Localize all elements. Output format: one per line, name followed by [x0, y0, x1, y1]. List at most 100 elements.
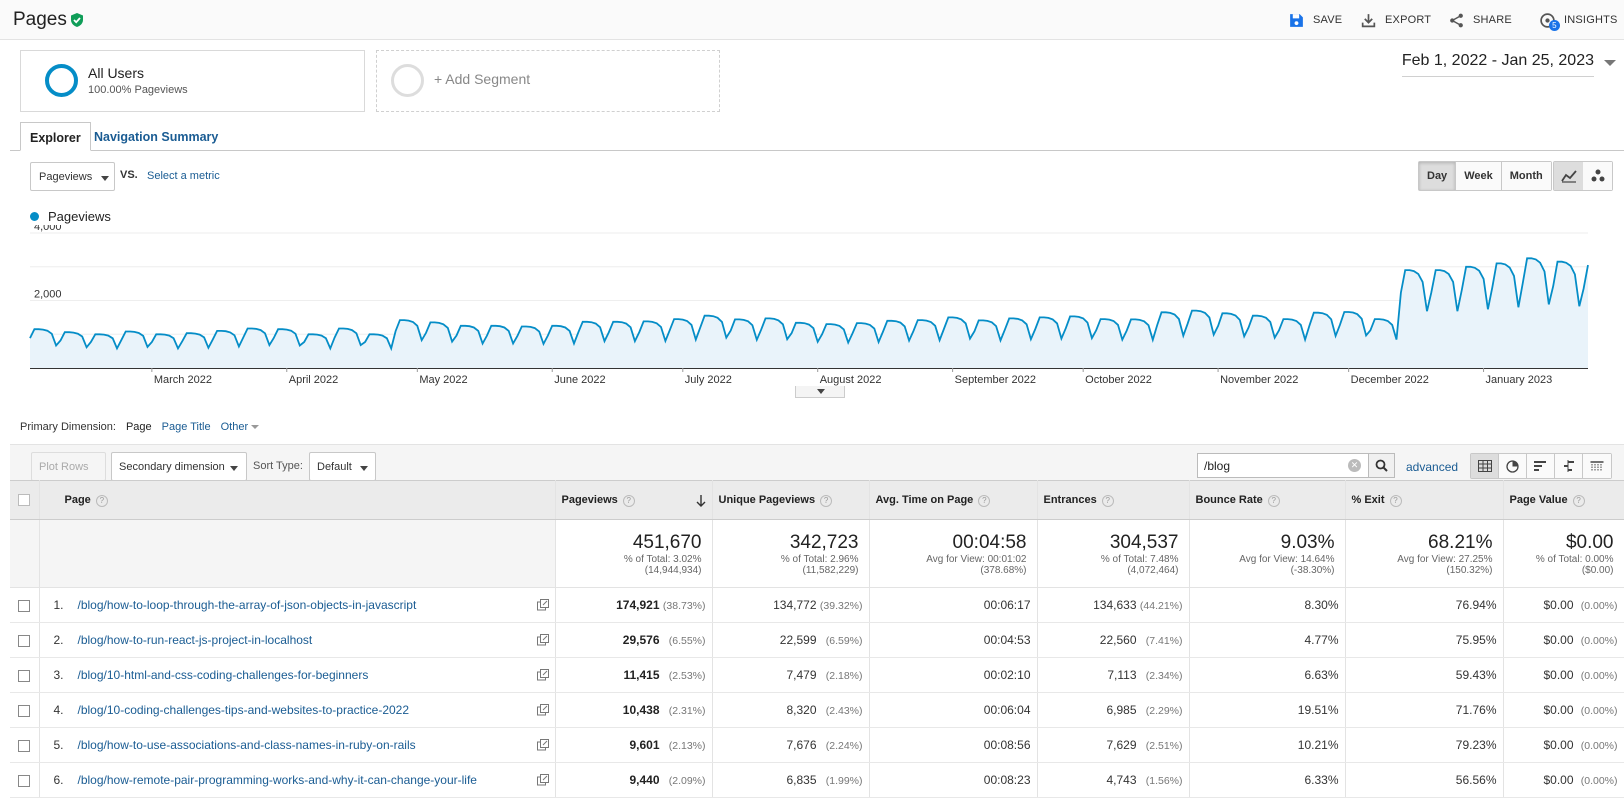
- period-day-button[interactable]: Day: [1419, 162, 1457, 190]
- data-table: Page? Pageviews? Unique Pageviews? Avg. …: [10, 480, 1624, 798]
- view-pie-button[interactable]: [1499, 454, 1527, 478]
- col-exit[interactable]: % Exit?: [1345, 480, 1504, 520]
- exit-cell: 56.56%: [1345, 762, 1504, 798]
- col-avg-time[interactable]: Avg. Time on Page?: [869, 480, 1038, 520]
- row-checkbox-cell[interactable]: [10, 657, 40, 693]
- page-link[interactable]: /blog/how-remote-pair-programming-works-…: [77, 773, 477, 787]
- pageviews-series-line[interactable]: [29, 257, 1589, 352]
- entrances-value: 22,560: [1099, 633, 1137, 647]
- help-icon[interactable]: ?: [820, 494, 833, 507]
- view-pivot-button[interactable]: [1583, 454, 1611, 478]
- row-checkbox[interactable]: [18, 599, 31, 612]
- help-icon[interactable]: ?: [622, 494, 635, 507]
- col-page-value[interactable]: Page Value?: [1503, 480, 1624, 520]
- segment-all-users[interactable]: All Users 100.00% Pageviews: [20, 50, 365, 112]
- period-week-button[interactable]: Week: [1456, 162, 1502, 190]
- page-link[interactable]: /blog/how-to-use-associations-and-class-…: [77, 738, 416, 752]
- open-in-new-icon[interactable]: [536, 669, 549, 681]
- add-segment-button[interactable]: + Add Segment: [376, 50, 720, 112]
- row-checkbox[interactable]: [18, 774, 31, 787]
- select-all-checkbox[interactable]: [18, 494, 31, 507]
- value-cell: $0.00 (0.00%): [1503, 657, 1624, 693]
- page-link[interactable]: /blog/how-to-run-react-js-project-in-loc…: [77, 633, 313, 647]
- col-unique-pageviews[interactable]: Unique Pageviews?: [712, 480, 870, 520]
- help-icon[interactable]: ?: [1267, 494, 1280, 507]
- open-in-new-icon[interactable]: [536, 704, 549, 716]
- value-amount: $0.00: [1543, 668, 1574, 682]
- value-amount: $0.00: [1543, 598, 1574, 612]
- chevron-down-icon[interactable]: [1604, 60, 1616, 66]
- chevron-down-icon: [817, 389, 825, 394]
- col-page[interactable]: Page?: [39, 480, 556, 520]
- entrances-cell: 7,113 (2.34%): [1037, 657, 1190, 693]
- pageviews-cell: 174,921 (38.73%): [555, 587, 713, 623]
- help-icon[interactable]: ?: [978, 494, 991, 507]
- row-checkbox-cell[interactable]: [10, 622, 40, 658]
- row-index: 1.: [53, 598, 64, 612]
- row-checkbox-cell[interactable]: [10, 692, 40, 728]
- export-label: EXPORT: [1385, 14, 1432, 26]
- chart-collapse-handle[interactable]: [795, 386, 845, 398]
- insights-button[interactable]: 5 INSIGHTS: [1539, 12, 1618, 31]
- sort-type-dropdown[interactable]: Default: [309, 452, 376, 481]
- select-all-cell[interactable]: [10, 480, 40, 520]
- period-month-button[interactable]: Month: [1501, 162, 1551, 190]
- pageviews-line-chart[interactable]: 4,000 2,000 March 2022 April 2022 May 2022 Ju…: [0, 225, 1624, 395]
- table-row[interactable]: 3. /blog/10-html-and-css-coding-challenge…: [10, 657, 1624, 693]
- row-checkbox[interactable]: [18, 669, 31, 682]
- help-icon[interactable]: ?: [1101, 494, 1114, 507]
- row-checkbox[interactable]: [18, 634, 31, 647]
- secondary-dimension-dropdown[interactable]: Secondary dimension: [111, 452, 247, 481]
- table-row[interactable]: 2. /blog/how-to-run-react-js-project-in-l…: [10, 622, 1624, 658]
- row-checkbox-cell[interactable]: [10, 762, 40, 798]
- tab-navigation-summary[interactable]: Navigation Summary: [94, 130, 219, 144]
- help-icon[interactable]: ?: [1389, 494, 1402, 507]
- share-button[interactable]: SHARE: [1448, 12, 1512, 28]
- open-in-new-icon[interactable]: [536, 774, 549, 786]
- view-comparison-button[interactable]: [1555, 454, 1583, 478]
- page-link[interactable]: /blog/10-coding-challenges-tips-and-webs…: [77, 703, 410, 717]
- export-button[interactable]: EXPORT: [1360, 12, 1431, 28]
- save-button[interactable]: SAVE: [1288, 12, 1342, 28]
- search-button[interactable]: [1369, 453, 1395, 478]
- exit-cell: 76.94%: [1345, 587, 1504, 623]
- plot-rows-button[interactable]: Plot Rows: [31, 452, 106, 481]
- table-row[interactable]: 4. /blog/10-coding-challenges-tips-and-we…: [10, 692, 1624, 728]
- unique-value: 8,320: [786, 703, 817, 717]
- col-bounce-rate[interactable]: Bounce Rate?: [1189, 480, 1346, 520]
- clear-icon[interactable]: ✕: [1348, 459, 1361, 472]
- open-in-new-icon[interactable]: [536, 599, 549, 611]
- row-checkbox-cell[interactable]: [10, 727, 40, 763]
- save-label: SAVE: [1313, 14, 1343, 26]
- view-performance-button[interactable]: [1527, 454, 1555, 478]
- row-checkbox-cell[interactable]: [10, 587, 40, 623]
- open-in-new-icon[interactable]: [536, 634, 549, 646]
- row-checkbox[interactable]: [18, 739, 31, 752]
- dimension-other[interactable]: Other: [221, 421, 260, 433]
- open-in-new-icon[interactable]: [536, 739, 549, 751]
- dimension-page-title[interactable]: Page Title: [161, 421, 211, 433]
- table-filter-input[interactable]: [1197, 453, 1369, 478]
- help-icon[interactable]: ?: [1572, 494, 1585, 507]
- row-checkbox[interactable]: [18, 704, 31, 717]
- table-row[interactable]: 5. /blog/how-to-use-associations-and-clas…: [10, 727, 1624, 763]
- dimension-page[interactable]: Page: [125, 421, 152, 433]
- col-pageviews[interactable]: Pageviews?: [555, 480, 713, 520]
- date-range-picker[interactable]: Feb 1, 2022 - Jan 25, 2023: [1401, 52, 1594, 77]
- period-toggle: Day Week Month: [1418, 161, 1552, 191]
- advanced-filter-link[interactable]: advanced: [1406, 460, 1459, 474]
- motion-chart-button[interactable]: [1583, 162, 1612, 190]
- metric-dropdown[interactable]: Pageviews: [30, 162, 115, 191]
- view-table-button[interactable]: [1471, 454, 1499, 478]
- select-metric-link[interactable]: Select a metric: [147, 170, 220, 182]
- page-link[interactable]: /blog/10-html-and-css-coding-challenges-…: [77, 668, 369, 682]
- page-link[interactable]: /blog/how-to-loop-through-the-array-of-j…: [77, 598, 417, 612]
- col-entrances[interactable]: Entrances?: [1037, 480, 1190, 520]
- table-row[interactable]: 1. /blog/how-to-loop-through-the-array-of…: [10, 587, 1624, 623]
- tab-explorer[interactable]: Explorer: [20, 122, 91, 151]
- help-icon[interactable]: ?: [95, 494, 108, 507]
- pageviews-value: 174,921: [616, 598, 660, 612]
- total-value-pct: % of Total: 0.00%: [1535, 554, 1614, 565]
- table-row[interactable]: 6. /blog/how-remote-pair-programming-work…: [10, 762, 1624, 798]
- line-chart-button[interactable]: [1554, 162, 1583, 190]
